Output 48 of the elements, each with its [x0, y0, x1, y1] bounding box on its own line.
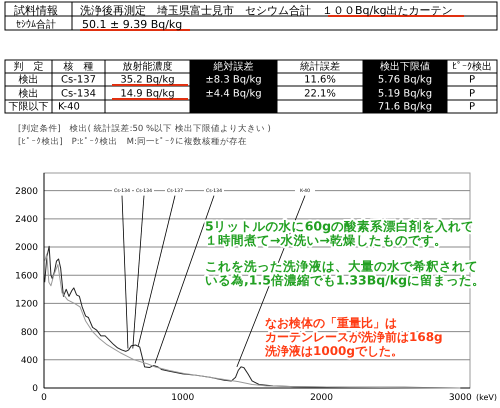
text: 検出: [18, 88, 38, 100]
y-tick-label: 1600: [15, 271, 38, 282]
text: Cs-134: [61, 88, 96, 100]
annotation: 洗浄液は1000gでした。: [264, 344, 403, 358]
text: P: [468, 74, 476, 86]
y-tick-label: 2800: [15, 186, 38, 197]
y-tick-label: 0: [32, 384, 38, 394]
text: 核 種: [62, 60, 94, 72]
text: 11.6%: [304, 74, 336, 86]
text: 統計誤差: [300, 60, 340, 72]
text: 35.2 Bq/kg: [120, 74, 175, 86]
text: 下限以下: [8, 100, 48, 112]
text: P: [468, 88, 476, 100]
text: 検出下限値: [380, 60, 430, 72]
x-tick-label: 1000: [171, 393, 194, 403]
text: 5.76 Bq/kg: [378, 74, 432, 86]
text: P: [468, 102, 476, 112]
text: [ﾋﾟｰｸ検出] P:ﾋﾟｰｸ検出 M:同一ﾋﾟｰｸに複数核種が存在: [18, 136, 247, 147]
annotation: カーテンレースが洗浄前は168g: [265, 330, 443, 344]
text: ±4.4 Bq/kg: [205, 88, 262, 100]
x-axis-title: (keV): [476, 393, 497, 402]
y-tick-label: 2400: [15, 214, 38, 225]
text: 検出: [18, 74, 38, 86]
text: 22.1%: [304, 88, 336, 100]
y-tick-label: 400: [20, 356, 38, 366]
y-tick-label: 800: [20, 328, 38, 338]
text: 71.6 Bq/kg: [378, 102, 432, 112]
text: 14.9 Bq/kg: [120, 88, 175, 100]
text: 5.19 Bq/kg: [378, 88, 432, 100]
x-tick-label: 2000: [310, 393, 334, 403]
text: 判 定: [14, 60, 44, 72]
text: Cs-137: [61, 74, 96, 86]
x-tick-label: 3000: [448, 393, 472, 403]
y-tick-label: 1200: [15, 300, 38, 310]
text: ﾋﾟｰｸ検出: [452, 60, 492, 72]
text: 放射能濃度: [122, 60, 172, 72]
text: 絶対誤差: [212, 60, 254, 72]
text: 試料情報: [14, 4, 58, 17]
annotation: 5リットルの水に60gの酸素系漂白剤を入れて: [205, 218, 474, 234]
text: ±8.3 Bq/kg: [205, 74, 262, 86]
text: ｾｼｳﾑ合計: [16, 18, 56, 30]
text: [判定条件] 検出( 統計誤差:50 %以下 検出下限値より大きい ): [18, 122, 271, 134]
text: 洗浄後再測定 埼玉県富士見市 セシウム合計 １００Bq/kg出たカーテン: [80, 4, 453, 17]
annotation: なお検体の「重量比」は: [265, 316, 397, 330]
text: K-40: [58, 102, 80, 112]
text: 50.1 ± 9.39 Bq/kg: [82, 18, 182, 31]
x-tick-label: 0: [41, 393, 48, 403]
y-tick-label: 2000: [15, 243, 38, 254]
